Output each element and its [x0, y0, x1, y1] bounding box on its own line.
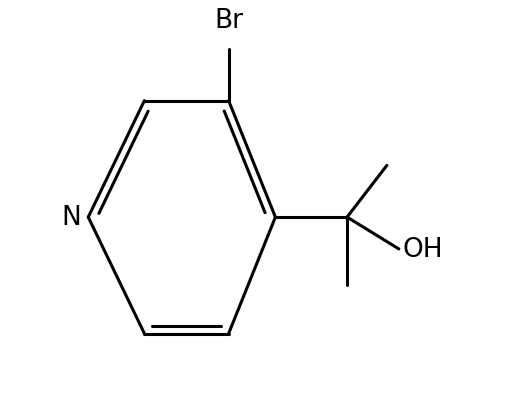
- Text: OH: OH: [403, 236, 444, 262]
- Text: Br: Br: [214, 8, 243, 34]
- Text: N: N: [61, 204, 81, 231]
